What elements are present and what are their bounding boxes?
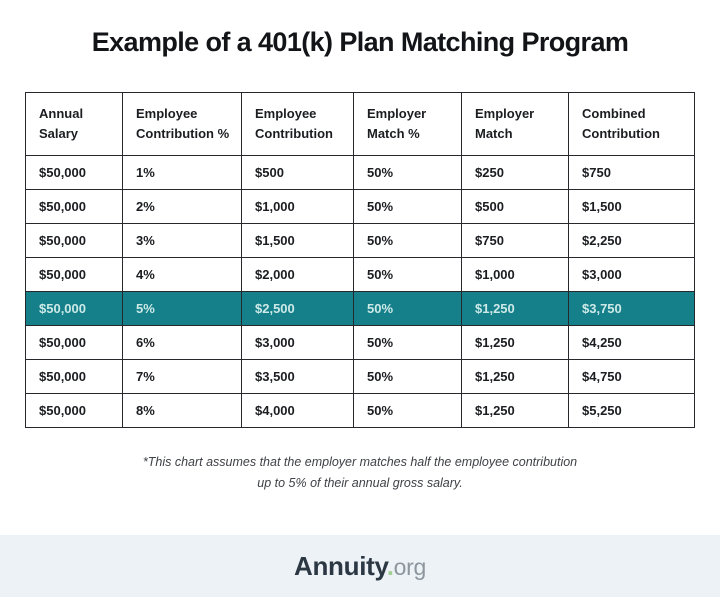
table-cell: 50% [353,155,462,190]
table-cell: $5,250 [568,393,695,428]
table-cell: $50,000 [25,223,123,258]
matching-program-table: Annual Salary Employee Contribution % Em… [25,92,695,428]
table-row: $50,000 5% $2,500 50% $1,250 $3,750 [25,291,695,326]
table-cell: 50% [353,325,462,360]
table-cell: $1,250 [461,291,569,326]
table-cell: 8% [122,393,242,428]
column-header-employer-match-pct: Employer Match % [353,92,462,156]
table-cell: $50,000 [25,325,123,360]
table-row: $50,000 8% $4,000 50% $1,250 $5,250 [25,393,695,428]
table-cell: 50% [353,359,462,394]
table-row: $50,000 3% $1,500 50% $750 $2,250 [25,223,695,258]
table-cell: 50% [353,189,462,224]
footer-band: Annuity.org [0,535,720,597]
table-cell: $50,000 [25,257,123,292]
table-cell: $750 [568,155,695,190]
table-cell: 50% [353,223,462,258]
table-cell: $50,000 [25,189,123,224]
table-cell: $3,500 [241,359,354,394]
table-cell: $4,250 [568,325,695,360]
page-title: Example of a 401(k) Plan Matching Progra… [91,27,629,57]
footnote: *This chart assumes that the employer ma… [142,455,578,491]
table-cell: $1,500 [241,223,354,258]
annuity-org-logo: Annuity.org [294,551,426,582]
table-cell: $2,250 [568,223,695,258]
logo-tld: org [393,553,427,580]
table-cell: $1,000 [461,257,569,292]
column-header-combined-contribution: Combined Contribution [568,92,695,156]
table-cell: 3% [122,223,242,258]
table-row: $50,000 7% $3,500 50% $1,250 $4,750 [25,359,695,394]
table-cell: $50,000 [25,155,123,190]
logo-name: Annuity [293,550,387,581]
table-cell: 4% [122,257,242,292]
table-cell: 50% [353,393,462,428]
table-cell: 2% [122,189,242,224]
table-cell: $50,000 [25,393,123,428]
table-cell: $500 [241,155,354,190]
table-cell: $3,000 [568,257,695,292]
column-header-employee-contribution-pct: Employee Contribution % [122,92,242,156]
table-cell: $2,000 [241,257,354,292]
table-cell: $500 [461,189,569,224]
table-cell: $3,750 [568,291,695,326]
table-cell: $2,500 [241,291,354,326]
table-cell: $4,750 [568,359,695,394]
table-body: $50,000 1% $500 50% $250 $750 $50,000 2% $1,000 5… [25,155,695,428]
table-cell: $4,000 [241,393,354,428]
table-cell: $3,000 [241,325,354,360]
table-cell: 50% [353,257,462,292]
table-row: $50,000 1% $500 50% $250 $750 [25,155,695,190]
column-header-annual-salary: Annual Salary [25,92,123,156]
table-cell: 7% [122,359,242,394]
column-header-employer-match: Employer Match [461,92,569,156]
table-cell: $250 [461,155,569,190]
table-cell: 50% [353,291,462,326]
table-cell: $750 [461,223,569,258]
table-cell: 5% [122,291,242,326]
column-header-employee-contribution: Employee Contribution [241,92,354,156]
table-cell: $1,250 [461,325,569,360]
table-row: $50,000 4% $2,000 50% $1,000 $3,000 [25,257,695,292]
table-row: $50,000 2% $1,000 50% $500 $1,500 [25,189,695,224]
table-cell: $1,250 [461,393,569,428]
table-cell: 6% [122,325,242,360]
table-cell: $1,250 [461,359,569,394]
table-cell: $50,000 [25,291,123,326]
table-row: $50,000 6% $3,000 50% $1,250 $4,250 [25,325,695,360]
logo-dot: . [386,550,394,581]
table-header-row: Annual Salary Employee Contribution % Em… [25,92,695,156]
table-cell: $50,000 [25,359,123,394]
table-cell: $1,500 [568,189,695,224]
table-cell: 1% [122,155,242,190]
table-cell: $1,000 [241,189,354,224]
